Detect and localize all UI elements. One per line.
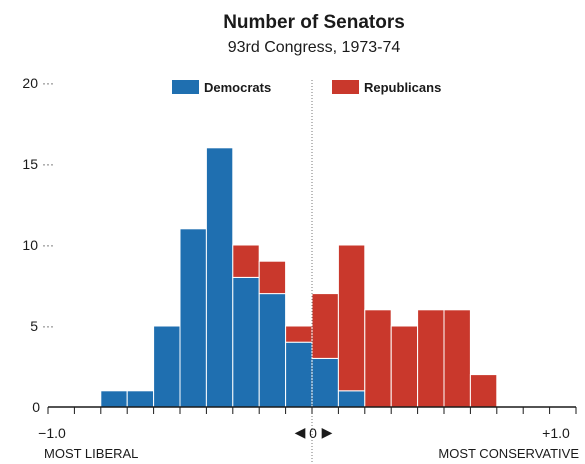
x-tick-left: −1.0 — [38, 425, 66, 441]
label-most-conservative: MOST CONSERVATIVE — [438, 446, 579, 461]
bar-republicans — [443, 309, 471, 408]
legend: Democrats Republicans — [172, 80, 441, 95]
bar-republicans — [417, 309, 445, 408]
bar-democrats — [285, 341, 313, 408]
left-arrow-icon: ◀ — [295, 424, 306, 440]
y-axis: 0 5 ··· 10 ··· 15 ··· 20 ··· — [22, 75, 54, 415]
bar-republicans — [258, 260, 287, 295]
bar-republicans — [390, 325, 419, 408]
bar-democrats — [337, 390, 366, 408]
bar-republicans — [364, 309, 392, 408]
y-tick-label: 15 — [22, 156, 38, 172]
bar-democrats — [232, 276, 260, 408]
bar-democrats — [258, 293, 287, 408]
y-tick-leader: ··· — [42, 319, 54, 333]
bar-republicans — [337, 244, 366, 392]
label-most-liberal: MOST LIBERAL — [44, 446, 138, 461]
right-arrow-icon: ▶ — [322, 424, 333, 440]
bar-democrats — [126, 390, 155, 408]
legend-label-republicans: Republicans — [364, 80, 441, 95]
y-tick-label: 20 — [22, 75, 38, 91]
bar-democrats — [179, 228, 207, 408]
bar-democrats — [153, 325, 181, 408]
bar-republicans — [232, 244, 260, 278]
x-tick-center: 0 — [309, 425, 317, 441]
bars-group — [100, 147, 498, 408]
x-axis — [47, 406, 577, 414]
y-tick-label: 0 — [32, 399, 40, 415]
bar-republicans — [285, 325, 313, 343]
y-tick-leader: ··· — [42, 238, 54, 252]
y-tick-leader: ··· — [42, 157, 54, 171]
x-tick-right: +1.0 — [542, 425, 570, 441]
legend-swatch-democrats — [172, 80, 199, 94]
legend-label-democrats: Democrats — [204, 80, 271, 95]
bar-democrats — [311, 357, 339, 408]
bar-democrats — [100, 390, 128, 408]
chart-subtitle: 93rd Congress, 1973-74 — [228, 39, 401, 56]
bar-republicans — [311, 293, 339, 359]
y-tick-leader: ··· — [42, 76, 54, 90]
y-tick-label: 10 — [22, 237, 38, 253]
y-tick-label: 5 — [30, 318, 38, 334]
bar-democrats — [205, 147, 234, 408]
legend-swatch-republicans — [332, 80, 359, 94]
bar-republicans — [469, 374, 498, 408]
chart-title: Number of Senators — [223, 12, 405, 33]
